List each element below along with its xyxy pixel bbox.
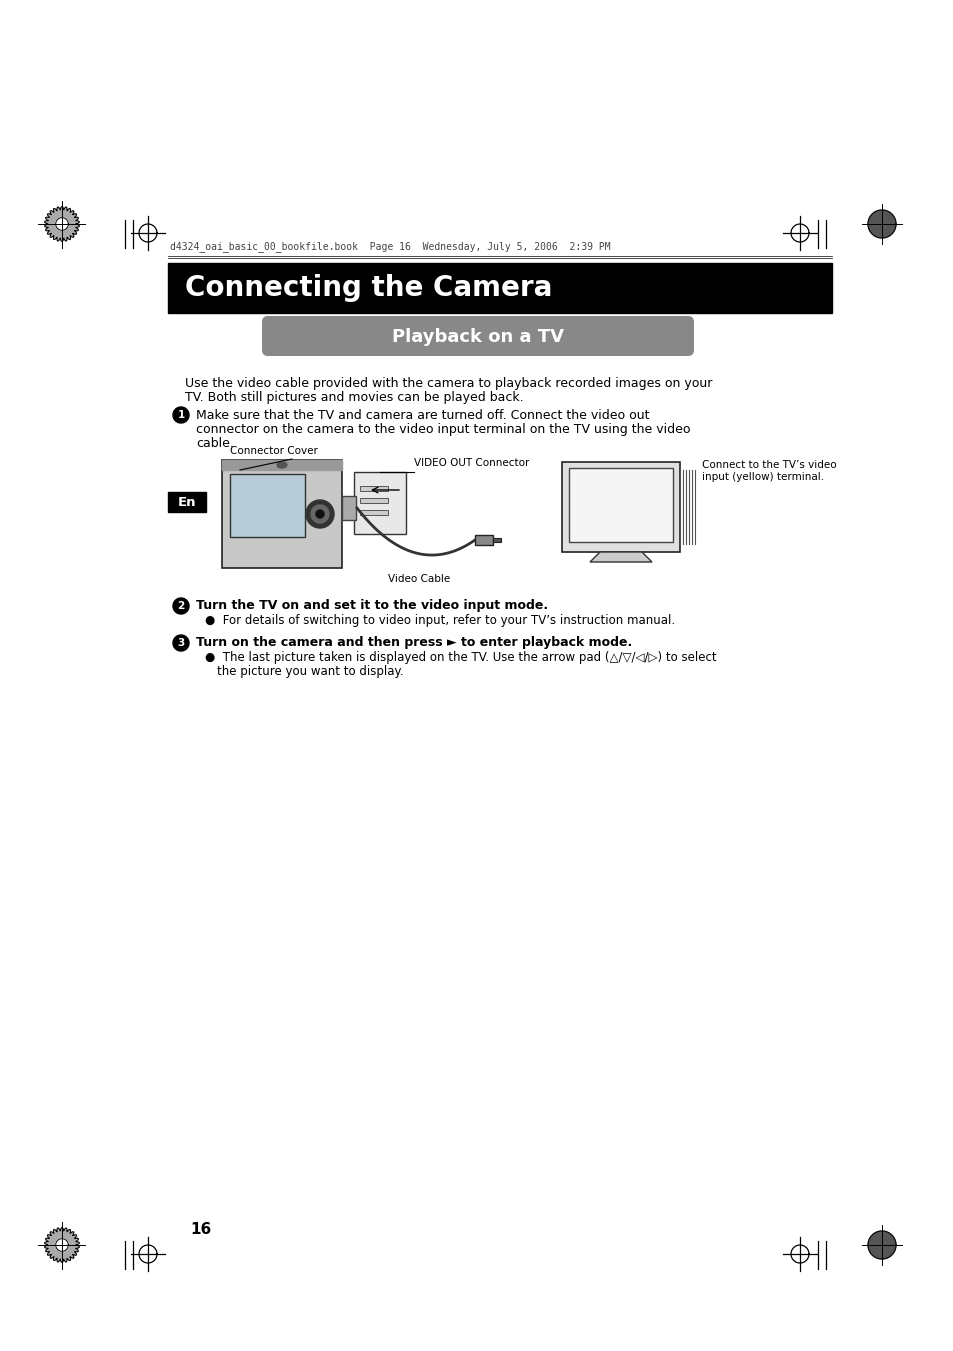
Text: Connect to the TV’s video: Connect to the TV’s video bbox=[701, 459, 836, 470]
Polygon shape bbox=[172, 598, 189, 613]
Text: VIDEO OUT Connector: VIDEO OUT Connector bbox=[414, 458, 529, 467]
Bar bbox=[561, 462, 679, 553]
Text: ●  For details of switching to video input, refer to your TV’s instruction manua: ● For details of switching to video inpu… bbox=[205, 613, 675, 627]
Polygon shape bbox=[172, 635, 189, 651]
Polygon shape bbox=[55, 218, 69, 230]
Text: Video Cable: Video Cable bbox=[388, 574, 450, 584]
Text: En: En bbox=[177, 496, 196, 508]
Polygon shape bbox=[589, 553, 651, 562]
Text: 3: 3 bbox=[177, 638, 185, 648]
Bar bbox=[359, 486, 388, 490]
FancyBboxPatch shape bbox=[262, 316, 693, 357]
Polygon shape bbox=[306, 500, 334, 528]
Bar bbox=[222, 459, 341, 567]
Bar bbox=[475, 535, 493, 544]
Text: Playback on a TV: Playback on a TV bbox=[392, 328, 563, 346]
Text: cable.: cable. bbox=[195, 436, 233, 450]
Text: Use the video cable provided with the camera to playback recorded images on your: Use the video cable provided with the ca… bbox=[185, 377, 712, 390]
Text: ●  The last picture taken is displayed on the TV. Use the arrow pad (△/▽/◁/▷) to: ● The last picture taken is displayed on… bbox=[205, 651, 716, 663]
Text: TV. Both still pictures and movies can be played back.: TV. Both still pictures and movies can b… bbox=[185, 390, 523, 404]
Text: 2: 2 bbox=[177, 601, 185, 611]
Polygon shape bbox=[45, 207, 79, 242]
Polygon shape bbox=[867, 1231, 895, 1259]
Text: d4324_oai_basic_00_bookfile.book  Page 16  Wednesday, July 5, 2006  2:39 PM: d4324_oai_basic_00_bookfile.book Page 16… bbox=[170, 240, 610, 253]
Text: connector on the camera to the video input terminal on the TV using the video: connector on the camera to the video inp… bbox=[195, 423, 690, 436]
Polygon shape bbox=[276, 462, 287, 467]
Bar bbox=[354, 471, 406, 534]
Bar bbox=[568, 467, 672, 542]
Bar bbox=[359, 509, 388, 515]
Polygon shape bbox=[311, 505, 329, 523]
Polygon shape bbox=[55, 1239, 69, 1251]
Polygon shape bbox=[867, 209, 895, 238]
Bar bbox=[168, 263, 831, 313]
Bar bbox=[493, 538, 500, 542]
Text: 16: 16 bbox=[190, 1223, 211, 1238]
Polygon shape bbox=[315, 509, 324, 517]
Bar bbox=[168, 492, 206, 512]
Text: input (yellow) terminal.: input (yellow) terminal. bbox=[701, 471, 823, 482]
Polygon shape bbox=[172, 407, 189, 423]
Text: Connector Cover: Connector Cover bbox=[230, 446, 317, 457]
Bar bbox=[230, 474, 305, 536]
Bar bbox=[359, 499, 388, 503]
Text: Turn on the camera and then press ► to enter playback mode.: Turn on the camera and then press ► to e… bbox=[195, 636, 632, 648]
Text: Turn the TV on and set it to the video input mode.: Turn the TV on and set it to the video i… bbox=[195, 598, 548, 612]
Text: 1: 1 bbox=[177, 409, 185, 420]
Bar bbox=[341, 496, 355, 520]
Text: Connecting the Camera: Connecting the Camera bbox=[185, 274, 552, 303]
Text: the picture you want to display.: the picture you want to display. bbox=[216, 665, 403, 678]
Bar bbox=[222, 459, 341, 470]
Polygon shape bbox=[45, 1228, 79, 1262]
Text: Make sure that the TV and camera are turned off. Connect the video out: Make sure that the TV and camera are tur… bbox=[195, 409, 649, 422]
